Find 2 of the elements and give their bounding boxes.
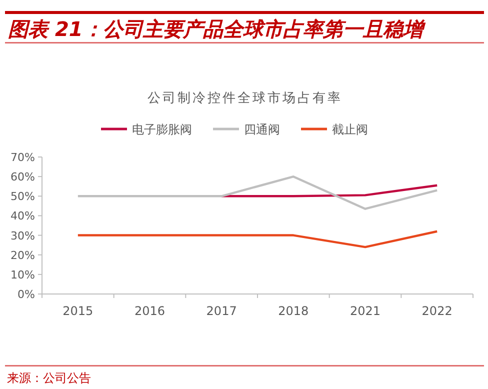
- subtitle: 公司制冷控件全球市场占有率: [148, 91, 342, 106]
- annotation: 来源：公司公告: [7, 371, 91, 385]
